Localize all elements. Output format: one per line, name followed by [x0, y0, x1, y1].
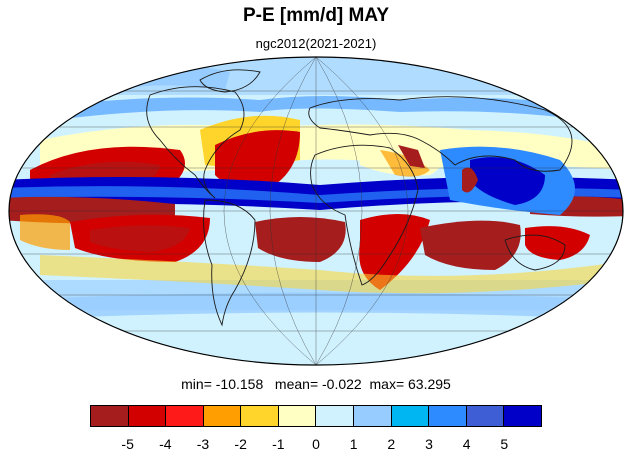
colorbar-tick-label: 4: [462, 436, 471, 452]
colorbar-swatch: [391, 406, 430, 426]
colorbar-tick-label: 3: [425, 436, 433, 452]
mean-label: mean=: [274, 376, 319, 392]
coastlines: [146, 69, 573, 327]
colorbar-swatch: [203, 406, 242, 426]
colorbar-ticks: -5 -4 -3 -2 -1 0 1 2 3 4 5: [90, 436, 542, 454]
graticule: [9, 57, 623, 365]
colorbar-tick-label: -2: [234, 436, 247, 452]
colorbar-tick-label: 5: [500, 436, 509, 452]
colorbar-tick-label: -4: [159, 436, 172, 452]
colorbar-swatch: [466, 406, 505, 426]
colorbar-swatch: [316, 406, 355, 426]
colorbar-swatch: [241, 406, 279, 426]
colorbar-swatch: [504, 406, 541, 426]
colorbar: [90, 405, 542, 427]
statistics-line: min= -10.158 mean= -0.022 max= 63.295: [0, 376, 632, 392]
colorbar-swatch: [166, 406, 204, 426]
min-label: min=: [181, 376, 212, 392]
map-border: [8, 56, 624, 366]
mean-value: -0.022: [322, 376, 362, 392]
colorbar-swatch: [128, 406, 167, 426]
max-value: 63.295: [408, 376, 451, 392]
colorbar-tick-label: 1: [349, 436, 358, 452]
colorbar-swatch: [354, 406, 392, 426]
max-label: max=: [369, 376, 405, 392]
min-value: -10.158: [215, 376, 264, 392]
colorbar-tick-label: -5: [121, 436, 134, 452]
colorbar-swatch: [91, 406, 129, 426]
map-subtitle: ngc2012(2021-2021): [255, 36, 377, 51]
colorbar-swatch: [429, 406, 467, 426]
colorbar-tick-label: -1: [272, 436, 285, 452]
colorbar-tick-label: 0: [312, 436, 320, 452]
colorbar-tick-label: -3: [196, 436, 210, 452]
colorbar-swatch: [278, 406, 317, 426]
colorbar-tick-label: 2: [387, 436, 396, 452]
map-title: P-E [mm/d] MAY: [242, 5, 390, 26]
